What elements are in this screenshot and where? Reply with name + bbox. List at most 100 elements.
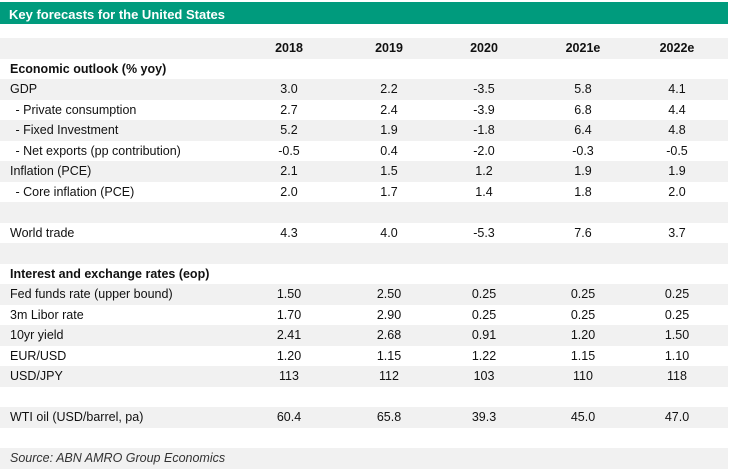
spacer-row <box>0 387 728 408</box>
row-label: - Fixed Investment <box>12 123 119 137</box>
cell-value: 2.2 <box>380 82 398 96</box>
row-label: Fed funds rate (upper bound) <box>10 287 173 301</box>
data-row: World trade 4.3 4.0 -5.3 7.6 3.7 <box>0 223 728 244</box>
cell-value: 2.0 <box>668 184 686 199</box>
cell-value: 1.9 <box>668 164 686 178</box>
spacer-row <box>0 202 728 223</box>
cell-value: 1.20 <box>276 348 302 363</box>
cell-value: 5.8 <box>574 82 592 96</box>
cell-value: 47.0 <box>664 410 690 424</box>
cell-value: -3.9 <box>473 102 495 117</box>
cell-value: 2.0 <box>280 184 298 199</box>
row-label: Inflation (PCE) <box>10 164 92 178</box>
cell-value: 1.7 <box>380 184 398 199</box>
footer-row: Source: ABN AMRO Group Economics <box>0 448 728 469</box>
cell-value: 4.4 <box>668 102 686 117</box>
row-label: 10yr yield <box>10 328 64 342</box>
cell-value: 4.1 <box>668 82 686 96</box>
data-row: Fed funds rate (upper bound) 1.50 2.50 0.25… <box>0 284 728 305</box>
data-row: - Fixed Investment 5.2 1.9 -1.8 6.4 4.8 <box>0 120 728 141</box>
cell-value: 1.9 <box>574 164 592 178</box>
cell-value: 1.20 <box>570 328 596 342</box>
spacer-row <box>0 428 728 449</box>
cell-value: 0.25 <box>471 307 497 322</box>
section-title: Economic outlook (% yoy) <box>10 61 167 76</box>
row-label: - Net exports (pp contribution) <box>12 143 181 158</box>
cell-value: -2.0 <box>473 143 495 158</box>
data-row: EUR/USD 1.20 1.15 1.22 1.15 1.10 <box>0 346 728 367</box>
cell-value: 2.50 <box>376 287 402 301</box>
cell-value: 2.41 <box>276 328 302 342</box>
cell-value: 0.25 <box>570 307 596 322</box>
row-label: World trade <box>10 225 75 240</box>
cell-value: 0.25 <box>471 287 497 301</box>
cell-value: -5.3 <box>473 225 495 240</box>
cell-value: 1.22 <box>471 348 497 363</box>
title-bar: Key forecasts for the United States <box>0 2 728 24</box>
column-header: 2022e <box>659 41 695 55</box>
cell-value: -3.5 <box>473 82 495 96</box>
data-row: Inflation (PCE) 2.1 1.5 1.2 1.9 1.9 <box>0 161 728 182</box>
cell-value: 1.5 <box>380 164 398 178</box>
section-row: Economic outlook (% yoy) <box>0 59 728 80</box>
cell-value: 103 <box>473 369 495 383</box>
row-label: - Private consumption <box>12 102 137 117</box>
cell-value: 65.8 <box>376 410 402 424</box>
cell-value: 3.7 <box>668 225 686 240</box>
cell-value: 2.1 <box>280 164 298 178</box>
cell-value: 113 <box>279 369 299 383</box>
data-row: - Private consumption 2.7 2.4 -3.9 6.8 4.4 <box>0 100 728 121</box>
row-label: GDP <box>10 82 38 96</box>
data-row: - Core inflation (PCE) 2.0 1.7 1.4 1.8 2.0 <box>0 182 728 203</box>
cell-value: 1.4 <box>475 184 493 199</box>
cell-value: 0.25 <box>570 287 596 301</box>
cell-value: 4.3 <box>280 225 298 240</box>
cell-value: 112 <box>379 369 399 383</box>
cell-value: 110 <box>573 369 593 383</box>
cell-value: 60.4 <box>276 410 302 424</box>
cell-value: 45.0 <box>570 410 596 424</box>
cell-value: 1.2 <box>475 164 493 178</box>
column-header: 2020 <box>470 41 498 55</box>
row-label: WTI oil (USD/barrel, pa) <box>10 410 144 424</box>
cell-value: 1.9 <box>380 123 398 137</box>
cell-value: -0.3 <box>572 143 594 158</box>
cell-value: 2.68 <box>376 328 402 342</box>
section-title: Interest and exchange rates (eop) <box>10 266 210 281</box>
cell-value: 6.8 <box>574 102 592 117</box>
source: Source: ABN AMRO Group Economics <box>10 451 226 465</box>
cell-value: 1.8 <box>574 184 592 199</box>
cell-value: 1.70 <box>276 307 302 322</box>
cell-value: -1.8 <box>473 123 495 137</box>
data-row: 10yr yield 2.41 2.68 0.91 1.20 1.50 <box>0 325 728 346</box>
column-header: 2018 <box>275 41 303 55</box>
cell-value: 39.3 <box>471 410 497 424</box>
title: Key forecasts for the United States <box>9 7 226 22</box>
header-row: 2018 2019 2020 2021e 2022e <box>0 38 728 59</box>
cell-value: 0.91 <box>471 328 497 342</box>
cell-value: 2.90 <box>376 307 402 322</box>
spacer-row <box>0 243 728 264</box>
data-row: WTI oil (USD/barrel, pa) 60.4 65.8 39.3 45.0… <box>0 407 728 428</box>
cell-value: 1.15 <box>376 348 402 363</box>
cell-value: 1.15 <box>570 348 596 363</box>
section-row: Interest and exchange rates (eop) <box>0 264 728 285</box>
cell-value: 4.0 <box>380 225 398 240</box>
cell-value: 1.50 <box>664 328 690 342</box>
cell-value: 7.6 <box>574 225 592 240</box>
cell-value: 3.0 <box>280 82 298 96</box>
cell-value: 118 <box>667 369 687 383</box>
data-row: - Net exports (pp contribution) -0.5 0.4 -2… <box>0 141 728 162</box>
cell-value: 4.8 <box>668 123 686 137</box>
cell-value: 0.25 <box>664 287 690 301</box>
data-row: 3m Libor rate 1.70 2.90 0.25 0.25 0.25 <box>0 305 728 326</box>
cell-value: 0.4 <box>380 143 398 158</box>
column-header: 2019 <box>375 41 403 55</box>
cell-value: -0.5 <box>666 143 688 158</box>
data-row: USD/JPY 113 112 103 110 118 <box>0 366 728 387</box>
cell-value: 5.2 <box>280 123 298 137</box>
cell-value: 2.7 <box>280 102 298 117</box>
cell-value: 2.4 <box>380 102 398 117</box>
cell-value: 1.50 <box>276 287 302 301</box>
